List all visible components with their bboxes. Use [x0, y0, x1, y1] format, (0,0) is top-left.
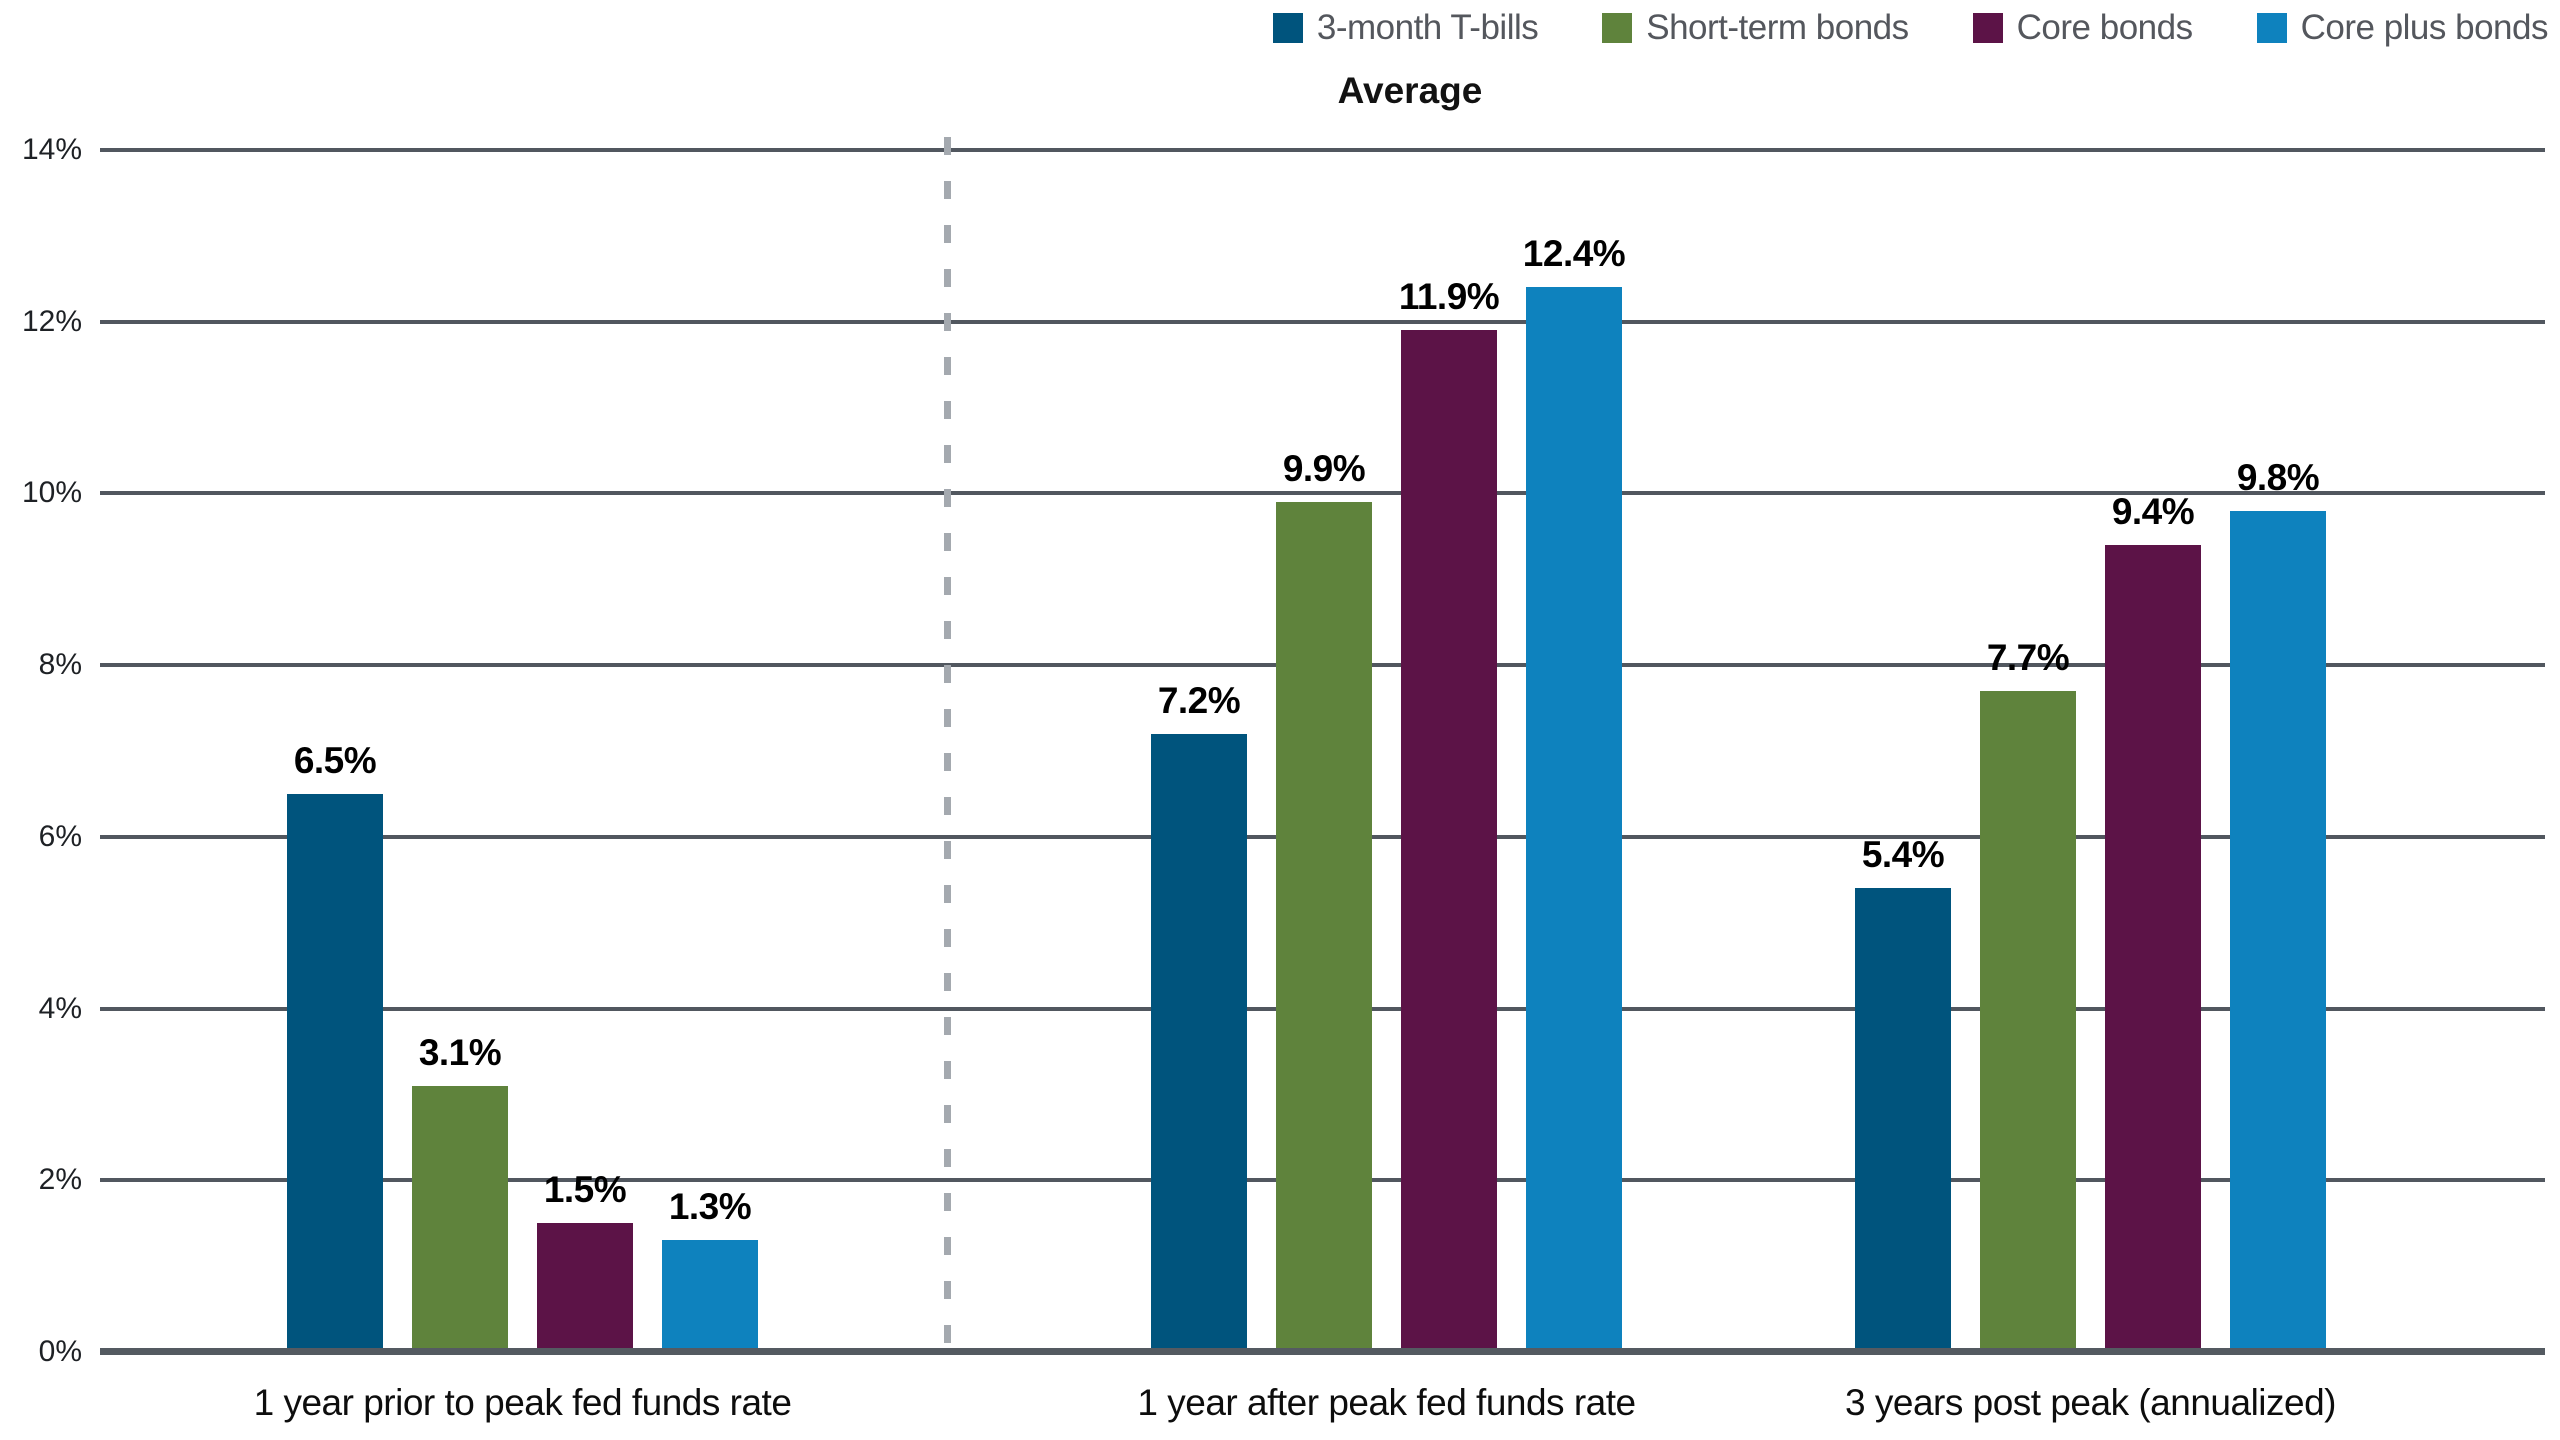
bar-short-term-bonds-group2: 9.9% — [1276, 448, 1372, 1352]
bar-value-label: 3.1% — [418, 1031, 502, 1073]
y-tick-label: 2% — [38, 1163, 82, 1197]
legend-item-short-term-bonds: Short-term bonds — [1602, 8, 1909, 48]
bar-value-label: 6.5% — [293, 739, 377, 781]
legend-swatch-core-bonds — [1972, 13, 2003, 43]
category-label-3: 3 years post peak (annualized) — [1845, 1382, 2336, 1423]
legend-label: Core plus bonds — [2300, 8, 2549, 47]
bar-group-3: 5.4% 7.7% 9.4% 9.8% — [1855, 150, 2326, 1352]
y-tick-label: 6% — [38, 819, 82, 853]
gridline-0 — [100, 1348, 2545, 1355]
legend-swatch-short-term-bonds — [1602, 13, 1633, 43]
bar-3-month-t-bills-group1: 6.5% — [287, 740, 383, 1352]
y-tick-label: 14% — [21, 133, 82, 166]
bar-value-label: 7.2% — [1157, 679, 1241, 721]
category-label-2: 1 year after peak fed funds rate — [1137, 1382, 1636, 1423]
legend-label: Core bonds — [2016, 8, 2193, 47]
bar-core-plus-bonds-group2: 12.4% — [1523, 233, 1626, 1352]
category-label-1: 1 year prior to peak fed funds rate — [253, 1382, 792, 1423]
legend-label: 3-month T-bills — [1316, 8, 1539, 47]
legend-swatch-core-plus-bonds — [2256, 13, 2287, 43]
bar-core-plus-bonds-group1: 1.3% — [662, 1186, 758, 1352]
gridline-10 — [100, 491, 2545, 496]
legend-item-3-month-t-bills: 3-month T-bills — [1272, 8, 1539, 48]
bar-value-label: 7.7% — [1986, 636, 2070, 678]
bar-core-bonds-group1: 1.5% — [537, 1169, 633, 1352]
chart-title: Average — [1337, 70, 1483, 111]
y-tick-label: 10% — [21, 476, 82, 510]
legend: 3-month T-bills Short-term bonds Core bond… — [1272, 8, 2549, 48]
bar-short-term-bonds-group3: 7.7% — [1980, 637, 2076, 1352]
bar-3-month-t-bills-group3: 5.4% — [1855, 834, 1951, 1352]
legend-item-core-bonds: Core bonds — [1972, 8, 2193, 48]
bar-value-label: 9.8% — [2236, 456, 2320, 498]
bar-group-2: 7.2% 9.9% 11.9% 12.4% — [1151, 150, 1626, 1352]
bar-core-plus-bonds-group3: 9.8% — [2230, 457, 2326, 1352]
y-tick-label: 4% — [38, 991, 82, 1025]
bar-short-term-bonds-group1: 3.1% — [412, 1032, 508, 1352]
bar-core-bonds-group2: 11.9% — [1399, 276, 1500, 1352]
bar-3-month-t-bills-group2: 7.2% — [1151, 680, 1247, 1352]
gridline-12 — [100, 319, 2545, 324]
bar-value-label: 1.5% — [543, 1169, 627, 1211]
legend-label: Short-term bonds — [1646, 8, 1909, 47]
period-divider — [944, 137, 951, 1352]
y-tick-label: 0% — [38, 1335, 82, 1368]
bar-value-label: 5.4% — [1861, 834, 1945, 876]
y-tick-label: 12% — [21, 304, 82, 338]
bar-value-label: 9.9% — [1282, 448, 1366, 490]
bar-group-1: 6.5% 3.1% 1.5% 1.3% — [287, 150, 758, 1352]
bar-value-label: 9.4% — [2111, 490, 2195, 532]
legend-item-core-plus-bonds: Core plus bonds — [2256, 8, 2549, 48]
y-tick-label: 8% — [38, 648, 82, 682]
bar-value-label: 11.9% — [1398, 276, 1500, 318]
plot-area: 0% 2% 4% 6% 8% 10% 12% 14% 6.5% 3.1% 1.5% 1.3% 1 yea… — [22, 133, 2545, 1423]
legend-swatch-3-month-t-bills — [1272, 13, 1303, 43]
bar-core-bonds-group3: 9.4% — [2105, 491, 2201, 1352]
gridline-14 — [100, 148, 2545, 152]
bar-value-label: 1.3% — [668, 1186, 752, 1228]
bar-value-label: 12.4% — [1522, 233, 1626, 275]
